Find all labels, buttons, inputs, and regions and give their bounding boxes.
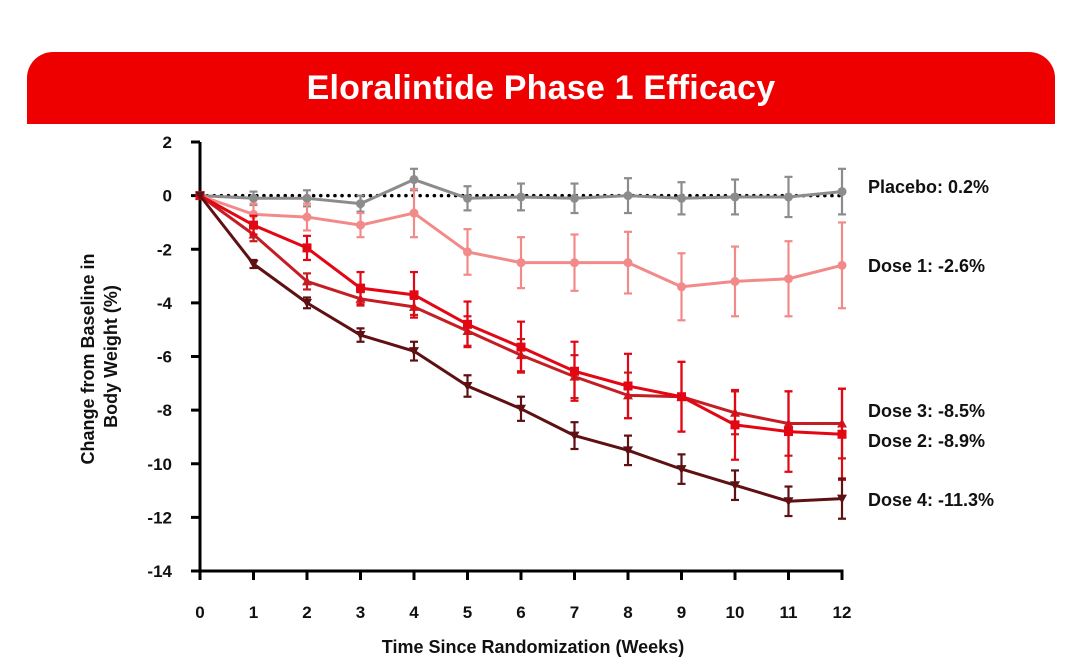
x-tick-label: 11 — [780, 603, 798, 622]
data-point — [730, 481, 740, 491]
data-point — [249, 220, 258, 230]
data-point — [356, 220, 365, 230]
data-point — [302, 212, 312, 222]
y-tick-label: 0 — [163, 187, 172, 206]
end-label-dose3: Dose 3: -8.5% — [868, 401, 985, 421]
data-point — [516, 258, 526, 268]
y-tick-label: -4 — [157, 294, 173, 313]
data-point — [355, 331, 366, 341]
y-tick-label: -6 — [157, 348, 172, 367]
data-point — [570, 258, 579, 268]
y-tick-label: -12 — [147, 508, 172, 527]
x-tick-label: 12 — [833, 603, 852, 622]
data-point — [837, 187, 847, 197]
x-tick-label: 1 — [249, 603, 258, 622]
end-label-dose2: Dose 2: -8.9% — [868, 431, 985, 451]
series-line — [199, 194, 842, 426]
data-point — [516, 404, 526, 414]
data-point — [730, 276, 740, 286]
data-point — [302, 193, 312, 203]
title-banner: Eloralintide Phase 1 Efficacy — [27, 52, 1055, 124]
end-label-placebo: Placebo: 0.2% — [868, 177, 989, 197]
y-axis-title: Change from Baseline in Body Weight (%) — [78, 248, 121, 464]
data-point — [409, 175, 419, 185]
data-point — [837, 260, 847, 270]
y-ticks: 2 0 -2 -4 -6 -8 -10 -12 -14 — [147, 133, 200, 581]
x-axis-title: Time Since Randomization (Weeks) — [382, 637, 684, 657]
data-point — [783, 497, 794, 507]
data-point — [623, 258, 633, 268]
data-point — [784, 192, 793, 202]
data-point — [570, 193, 579, 203]
data-point — [463, 319, 472, 329]
data-point — [302, 276, 312, 286]
end-label-dose4: Dose 4: -11.3% — [868, 490, 994, 510]
x-tick-label: 4 — [409, 603, 419, 622]
data-point — [409, 290, 419, 300]
data-point — [409, 347, 419, 357]
data-point — [302, 243, 312, 253]
y-axis-title-line-1: Change from Baseline in — [78, 253, 98, 464]
data-point — [677, 392, 686, 402]
data-point — [837, 494, 847, 504]
x-tick-label: 3 — [356, 603, 365, 622]
y-tick-label: -2 — [157, 240, 172, 259]
data-point — [730, 420, 740, 430]
x-tick-label: 10 — [726, 603, 745, 622]
y-tick-label: -8 — [157, 401, 172, 420]
data-point — [249, 193, 258, 203]
data-point — [784, 427, 793, 437]
data-point — [569, 431, 580, 441]
data-point — [516, 192, 526, 202]
series-end-labels: Placebo: 0.2% Dose 1: -2.6% Dose 2: -8.9% D… — [868, 177, 994, 510]
series-dose1 — [195, 187, 847, 322]
data-point — [409, 208, 419, 218]
x-tick-label: 8 — [623, 603, 632, 622]
x-tick-label: 0 — [195, 603, 204, 622]
data-point — [677, 193, 686, 203]
series-group — [195, 167, 847, 520]
data-point — [676, 465, 687, 475]
x-tick-label: 9 — [677, 603, 686, 622]
x-tick-label: 7 — [570, 603, 579, 622]
series-dose2 — [195, 191, 847, 481]
x-tick-label: 6 — [516, 603, 525, 622]
data-point — [356, 199, 365, 209]
x-ticks: 0 1 2 3 4 5 6 7 8 9 10 11 12 — [195, 571, 851, 622]
y-tick-label: 2 — [163, 133, 172, 152]
data-point — [677, 282, 686, 292]
data-point — [730, 192, 740, 202]
data-point — [195, 191, 205, 201]
data-point — [302, 298, 312, 308]
data-point — [623, 191, 633, 201]
x-tick-label: 2 — [302, 603, 311, 622]
data-point — [623, 381, 633, 391]
data-point — [462, 381, 473, 391]
y-axis-title-line-2: Body Weight (%) — [101, 285, 121, 428]
y-tick-label: -10 — [147, 455, 172, 474]
data-point — [570, 366, 579, 376]
data-point — [463, 193, 472, 203]
data-point — [463, 247, 472, 257]
data-point — [784, 274, 793, 284]
data-point — [837, 429, 847, 439]
data-point — [248, 259, 259, 269]
x-tick-label: 5 — [463, 603, 472, 622]
data-point — [623, 446, 633, 456]
y-tick-label: -14 — [147, 562, 172, 581]
series-placebo — [195, 167, 847, 219]
series-dose4 — [195, 191, 847, 520]
data-point — [516, 342, 526, 352]
data-point — [356, 283, 365, 293]
end-label-dose1: Dose 1: -2.6% — [868, 256, 985, 276]
chart-title: Eloralintide Phase 1 Efficacy — [306, 68, 776, 107]
